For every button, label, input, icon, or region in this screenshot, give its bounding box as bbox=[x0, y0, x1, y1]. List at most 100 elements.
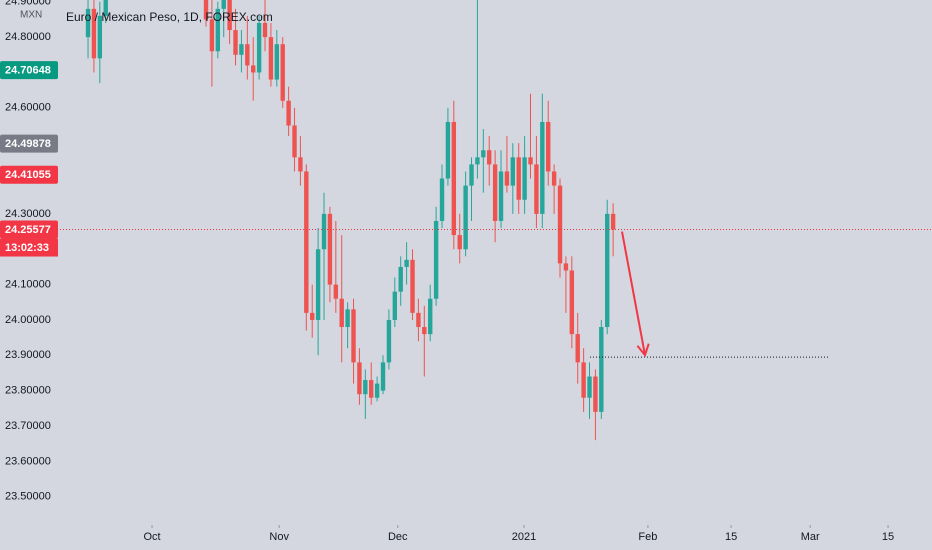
x-tick-label: Nov bbox=[269, 531, 289, 543]
candle-body bbox=[587, 376, 592, 398]
candle-body bbox=[492, 164, 498, 221]
candle-body bbox=[469, 164, 474, 186]
candle-body bbox=[540, 121, 545, 214]
candle-body bbox=[315, 249, 321, 320]
candle-body bbox=[85, 8, 91, 38]
price-badge-label: 24.70648 bbox=[5, 65, 51, 77]
candle-body bbox=[528, 157, 533, 165]
price-badge bbox=[0, 165, 58, 184]
candle-body bbox=[333, 284, 339, 299]
price-badge-label: 24.41055 bbox=[5, 169, 51, 181]
arrow-head bbox=[636, 343, 650, 358]
candle-body bbox=[422, 327, 427, 335]
candle-body bbox=[428, 298, 433, 335]
candle-body bbox=[345, 309, 350, 328]
candle-body bbox=[286, 100, 291, 126]
y-tick-label: 24.10000 bbox=[5, 279, 51, 291]
candle-body bbox=[463, 185, 468, 250]
candle-body bbox=[610, 213, 616, 230]
candle-body bbox=[245, 44, 250, 66]
candle-body bbox=[510, 157, 516, 186]
candle-body bbox=[546, 121, 551, 172]
plot-area bbox=[60, 0, 932, 441]
x-tick-label: Dec bbox=[388, 531, 408, 543]
y-tick-label: 23.70000 bbox=[5, 420, 51, 432]
y-tick-label: 23.80000 bbox=[5, 385, 51, 397]
candle-body bbox=[445, 121, 451, 179]
candle-body bbox=[339, 298, 344, 328]
candle-body bbox=[239, 44, 244, 55]
candle-body bbox=[439, 178, 445, 221]
candle-body bbox=[274, 44, 280, 80]
candle-body bbox=[569, 270, 575, 335]
candle-body bbox=[251, 65, 256, 73]
candle-body bbox=[481, 150, 486, 158]
candle-body bbox=[256, 22, 262, 73]
x-tick-label: 2021 bbox=[512, 531, 536, 543]
candle-body bbox=[404, 259, 409, 267]
candle-body bbox=[298, 157, 303, 172]
candle-body bbox=[557, 185, 563, 264]
candle-body bbox=[575, 334, 580, 363]
candle-body bbox=[475, 157, 480, 165]
y-tick-label: 24.30000 bbox=[5, 208, 51, 220]
candle-body bbox=[605, 213, 610, 328]
arrow-shaft bbox=[621, 231, 646, 356]
candle-body bbox=[416, 312, 421, 328]
x-tick-label: Oct bbox=[143, 531, 160, 543]
candle-body bbox=[369, 380, 374, 398]
countdown-badge bbox=[0, 238, 58, 257]
candle-body bbox=[522, 157, 527, 200]
candle-body bbox=[563, 263, 569, 271]
candle-body bbox=[357, 362, 362, 395]
candle-body bbox=[203, 0, 209, 20]
candle-body bbox=[487, 150, 492, 165]
price-badge-label: 24.25577 bbox=[5, 224, 51, 236]
candle-body bbox=[262, 22, 268, 38]
y-tick-label: 23.90000 bbox=[5, 349, 51, 361]
candle-body bbox=[398, 266, 403, 292]
candle-body bbox=[504, 171, 510, 186]
y-tick-label: 23.60000 bbox=[5, 455, 51, 467]
candle-body bbox=[327, 213, 333, 285]
candle-body bbox=[91, 8, 97, 59]
candle-body bbox=[498, 171, 504, 221]
candle-body bbox=[227, 0, 232, 31]
price-badge bbox=[0, 220, 58, 239]
candle-body bbox=[209, 19, 215, 52]
candle-body bbox=[386, 319, 392, 363]
candle-body bbox=[534, 164, 539, 214]
candle-body bbox=[321, 213, 327, 250]
candle-body bbox=[551, 171, 557, 186]
candle-body bbox=[410, 259, 415, 313]
candle-body bbox=[593, 376, 598, 412]
candle-body bbox=[516, 157, 521, 200]
candle-body bbox=[268, 37, 274, 80]
candle-body bbox=[392, 291, 398, 320]
candle-body bbox=[380, 362, 386, 391]
candle-body bbox=[374, 383, 380, 398]
candle-body bbox=[233, 30, 238, 55]
candle-body bbox=[451, 121, 457, 236]
y-tick-label: 24.60000 bbox=[5, 102, 51, 114]
candle-body bbox=[310, 312, 315, 320]
candle-body bbox=[457, 235, 462, 250]
chart-title: Euro / Mexican Peso, 1D, FOREX.com bbox=[66, 10, 273, 24]
candle-body bbox=[103, 0, 108, 16]
candle-body bbox=[215, 8, 221, 52]
candle-body bbox=[280, 44, 285, 101]
price-badge bbox=[0, 61, 58, 80]
candle-body bbox=[292, 125, 297, 158]
price-badge bbox=[0, 134, 58, 153]
countdown-label: 13:02:33 bbox=[5, 242, 49, 254]
y-tick-label: 23.50000 bbox=[5, 491, 51, 503]
candle-body bbox=[581, 362, 586, 398]
candle-body bbox=[351, 309, 356, 363]
candle-body bbox=[433, 220, 439, 299]
y-tick-label: 24.90000 bbox=[5, 0, 51, 8]
candle-body bbox=[599, 327, 604, 412]
y-tick-label: 24.00000 bbox=[5, 314, 51, 326]
x-tick-label: 15 bbox=[725, 531, 737, 543]
candle-body bbox=[304, 171, 309, 313]
